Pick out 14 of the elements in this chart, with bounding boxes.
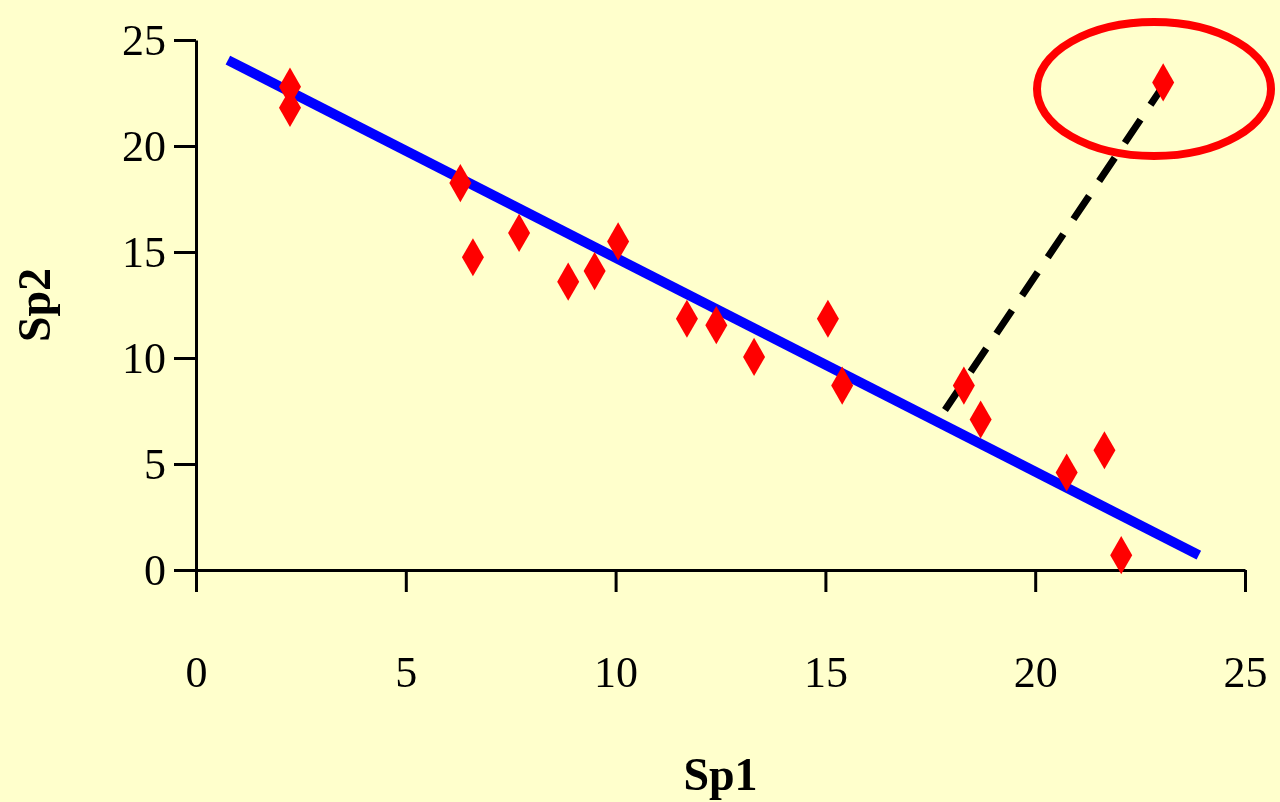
y-tick-label: 15 [122, 227, 166, 277]
x-tick-label: 20 [1013, 648, 1058, 698]
x-tick-label: 25 [1223, 648, 1268, 698]
y-axis-title: Sp2 [9, 267, 60, 343]
x-tick-label: 15 [803, 648, 848, 698]
x-tick-label: 10 [594, 648, 639, 698]
x-tick-label: 5 [395, 648, 418, 698]
y-tick-label: 10 [122, 333, 166, 383]
x-tick-label: 0 [185, 648, 208, 698]
y-tick-label: 20 [122, 121, 166, 171]
y-tick-label: 5 [144, 439, 166, 489]
y-tick-label: 0 [144, 545, 166, 595]
y-tick-label: 25 [122, 15, 166, 65]
x-axis-title: Sp1 [683, 749, 758, 800]
